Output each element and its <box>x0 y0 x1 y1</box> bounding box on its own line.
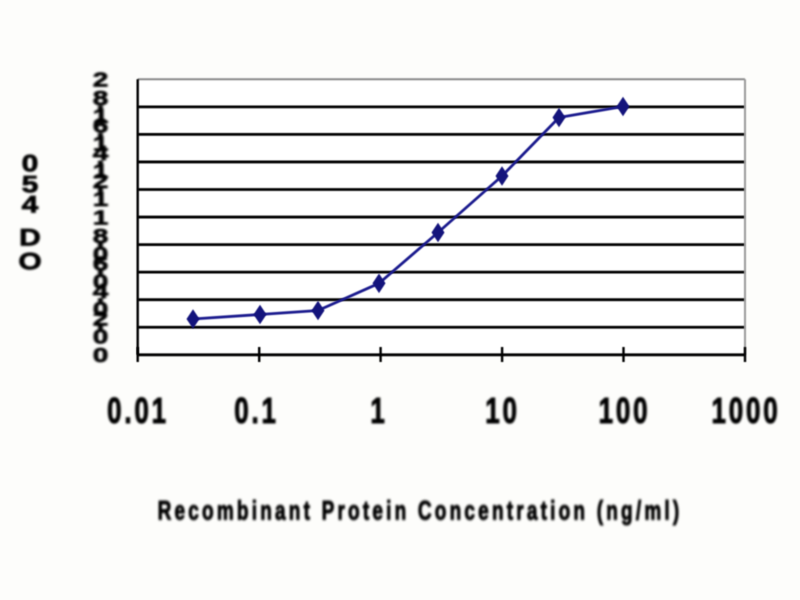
svg-text:1: 1 <box>93 133 108 155</box>
svg-text:.: . <box>97 312 105 334</box>
svg-text:D: D <box>19 223 41 250</box>
svg-text:0: 0 <box>22 149 39 176</box>
svg-text:1: 1 <box>370 390 387 431</box>
svg-text:.: . <box>97 174 105 196</box>
svg-text:4: 4 <box>93 143 109 165</box>
svg-text:8: 8 <box>93 225 108 247</box>
svg-text:.: . <box>97 147 105 169</box>
svg-text:0.1: 0.1 <box>234 390 279 431</box>
svg-text:.: . <box>97 284 105 306</box>
svg-text:1000: 1000 <box>711 390 780 431</box>
svg-text:10: 10 <box>485 390 520 431</box>
svg-text:0: 0 <box>93 345 108 367</box>
svg-text:2: 2 <box>93 170 108 192</box>
svg-text:4: 4 <box>22 190 39 217</box>
svg-text:2: 2 <box>93 308 108 330</box>
svg-text:0.01: 0.01 <box>107 390 169 431</box>
svg-text:.: . <box>97 257 105 279</box>
svg-text:1: 1 <box>93 188 108 210</box>
svg-text:0: 0 <box>93 299 108 321</box>
svg-text:5: 5 <box>22 170 39 197</box>
svg-text:0: 0 <box>93 271 108 293</box>
svg-text:6: 6 <box>93 253 108 275</box>
svg-text:4: 4 <box>93 281 109 303</box>
svg-text:0: 0 <box>93 326 108 348</box>
svg-text:100: 100 <box>599 390 651 431</box>
svg-text:6: 6 <box>93 115 108 137</box>
svg-text:1: 1 <box>93 207 108 229</box>
svg-text:Recombinant Protein Concentrat: Recombinant Protein Concentration (ng/ml… <box>158 495 683 525</box>
svg-text:8: 8 <box>93 88 108 110</box>
svg-text:.: . <box>97 119 105 141</box>
svg-text:O: O <box>18 247 41 274</box>
svg-text:0: 0 <box>93 243 108 265</box>
svg-text:.: . <box>97 229 105 251</box>
svg-text:2: 2 <box>93 69 108 91</box>
svg-text:.: . <box>97 91 105 113</box>
svg-text:1: 1 <box>93 106 108 128</box>
svg-text:1: 1 <box>93 161 108 183</box>
